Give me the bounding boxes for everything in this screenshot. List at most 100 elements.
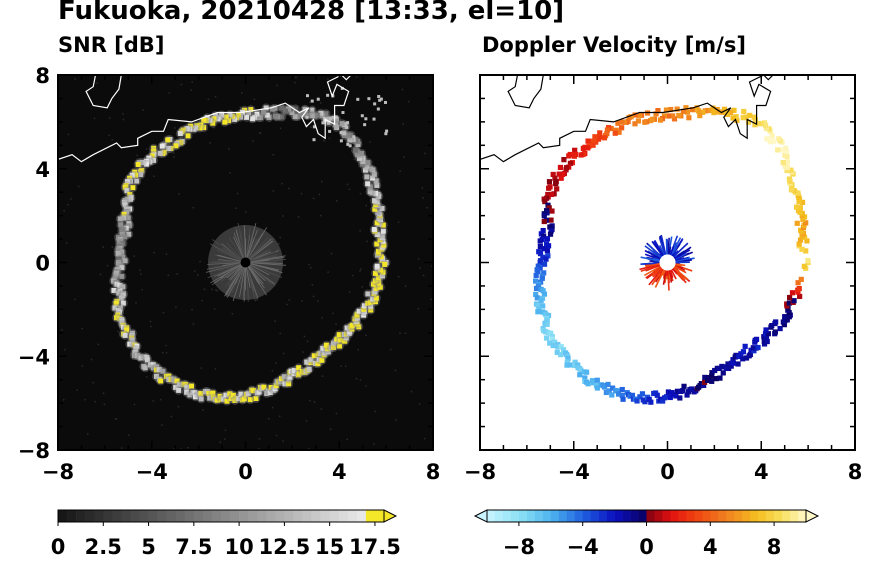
- noise-speck: [335, 200, 338, 202]
- echo-pixel: [325, 346, 331, 352]
- velocity-pixel: [796, 241, 802, 247]
- echo-pixel: [127, 196, 133, 202]
- velocity-pixel: [636, 112, 643, 118]
- velocity-pixel: [740, 115, 746, 121]
- velocity-pixel: [603, 389, 609, 396]
- echo-pixel: [382, 261, 388, 267]
- echo-pixel: [356, 308, 362, 314]
- noise-speck: [252, 140, 254, 142]
- noise-speck: [317, 300, 319, 302]
- snr-colorbar-tick-label: 5: [141, 535, 156, 559]
- velocity-pixel: [549, 336, 555, 342]
- echo-pixel: [364, 163, 370, 169]
- echo-pixel: [121, 211, 127, 217]
- noise-speck: [190, 89, 193, 91]
- echo-pixel: [296, 370, 302, 376]
- echo-pixel: [372, 278, 378, 284]
- clutter-ray: [243, 262, 246, 300]
- velocity-pixel: [537, 251, 544, 257]
- echo-pixel: [380, 238, 386, 244]
- coastal-echo: [367, 97, 371, 101]
- snr-panel-title: SNR [dB]: [58, 33, 165, 57]
- snr-colorbar-segment: [311, 510, 321, 522]
- velocity-pixel: [804, 238, 810, 244]
- echo-pixel: [120, 300, 126, 306]
- velocity-pixel: [712, 367, 718, 374]
- velocity-colorbar-segment: [662, 510, 671, 522]
- echo-pixel: [222, 119, 228, 125]
- velocity-pixel: [803, 220, 809, 226]
- noise-speck: [106, 264, 109, 267]
- velocity-pixel: [654, 392, 660, 398]
- velocity-pixel: [789, 290, 796, 296]
- echo-pixel: [223, 114, 229, 120]
- echo-pixel: [376, 280, 382, 286]
- echo-pixel: [242, 396, 248, 402]
- velocity-colorbar-segment: [782, 510, 791, 522]
- echo-pixel: [248, 107, 254, 113]
- velocity-pixel: [751, 348, 757, 354]
- echo-pixel: [116, 238, 122, 244]
- noise-speck: [295, 76, 297, 79]
- center-velocity-ray: [669, 269, 674, 278]
- snr-colorbar-segment: [248, 510, 258, 522]
- noise-speck: [308, 447, 310, 450]
- velocity-pixel: [762, 331, 769, 337]
- echo-pixel: [373, 285, 379, 291]
- noise-speck: [302, 351, 304, 353]
- snr-colorbar-segment: [76, 510, 86, 522]
- center-velocity-ray: [667, 237, 670, 255]
- echo-pixel: [112, 305, 118, 311]
- noise-speck: [145, 376, 148, 378]
- echo-pixel: [227, 112, 233, 118]
- echo-pixel: [235, 112, 241, 118]
- echo-pixel: [334, 124, 340, 130]
- noise-speck: [236, 192, 239, 195]
- coastal-echo: [377, 94, 381, 98]
- echo-pixel: [201, 117, 207, 123]
- echo-pixel: [142, 365, 148, 371]
- echo-pixel: [166, 145, 172, 151]
- velocity-pixel: [782, 152, 788, 158]
- echo-pixel: [245, 391, 251, 397]
- echo-pixel: [372, 198, 378, 204]
- velocity-pixel: [773, 319, 779, 325]
- echo-pixel: [365, 160, 371, 166]
- echo-pixel: [350, 322, 356, 328]
- echo-pixel: [336, 332, 342, 338]
- echo-pixel: [160, 150, 166, 156]
- echo-pixel: [144, 357, 150, 363]
- echo-pixel: [113, 301, 119, 307]
- echo-pixel: [263, 105, 269, 111]
- noise-speck: [180, 83, 183, 86]
- echo-pixel: [133, 346, 139, 352]
- echo-pixel: [361, 306, 367, 312]
- noise-speck: [279, 127, 282, 130]
- center-velocity-ray: [672, 242, 689, 258]
- echo-pixel: [117, 283, 123, 289]
- noise-speck: [209, 142, 211, 144]
- velocity-pixel: [619, 125, 625, 131]
- snr-colorbar-extend-max: [383, 509, 398, 523]
- noise-speck: [365, 385, 367, 387]
- noise-speck: [348, 291, 351, 293]
- velocity-colorbar-extend-max: [805, 509, 820, 523]
- velocity-pixel: [578, 367, 584, 373]
- noise-speck: [74, 78, 76, 80]
- noise-speck: [394, 369, 397, 372]
- noise-speck: [422, 274, 425, 277]
- velocity-pixel: [545, 312, 552, 319]
- echo-pixel: [116, 290, 122, 296]
- velocity-colorbar-segment: [638, 510, 647, 522]
- velocity-pixel: [680, 108, 686, 114]
- echo-pixel: [244, 114, 250, 120]
- echo-pixel: [377, 284, 383, 290]
- snr-colorbar-segment: [221, 510, 231, 522]
- echo-pixel: [114, 281, 120, 287]
- velocity-pixel: [782, 314, 788, 320]
- coastal-echo: [328, 129, 332, 133]
- echo-pixel: [360, 158, 366, 164]
- noise-speck: [122, 118, 125, 121]
- echo-pixel: [361, 303, 367, 309]
- echo-pixel: [177, 130, 183, 136]
